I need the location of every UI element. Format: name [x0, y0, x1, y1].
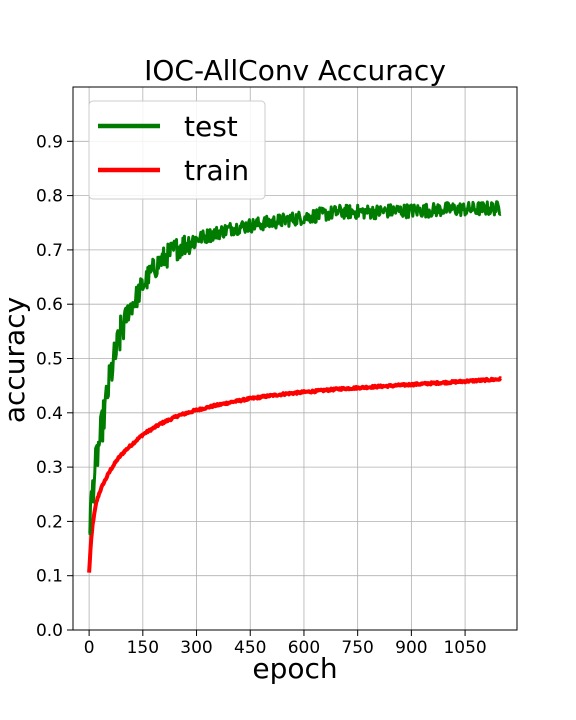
x-tick-label: 0: [84, 638, 95, 658]
x-tick-label: 300: [180, 638, 212, 658]
x-axis-label: epoch: [252, 652, 337, 685]
y-tick-label: 0.0: [36, 621, 63, 641]
x-tick-label: 150: [127, 638, 159, 658]
plot-area: 0 150 300 450 600 750 900 1050 0.00.10.20.30.40…: [36, 86, 518, 658]
legend-label-test: test: [184, 110, 238, 143]
x-tick-label: 450: [234, 638, 266, 658]
series-line-train: [87, 376, 503, 573]
y-tick-label: 0.9: [36, 132, 63, 152]
x-tick-label: 900: [395, 638, 427, 658]
x-tick-label: 600: [288, 638, 320, 658]
y-tick-label: 0.2: [36, 512, 63, 532]
y-tick-label: 0.5: [36, 350, 63, 370]
x-tick-label: 750: [341, 638, 373, 658]
legend-label-train: train: [184, 154, 249, 187]
y-ticks: 0.0 0.1 0.2 0.3 0.4 0.5 0.6 0.7 0.8 0.9: [36, 132, 73, 641]
x-ticks: 0 150 300 450 600 750 900 1050: [84, 630, 487, 658]
series-layer: [87, 200, 503, 573]
x-tick-label: 1050: [443, 638, 486, 658]
y-tick-label: 0.6: [36, 295, 63, 315]
y-tick-label: 0.8: [36, 187, 63, 207]
y-tick-label: 0.7: [36, 241, 63, 261]
grid-lines: [73, 87, 517, 631]
legend: test train: [88, 100, 266, 200]
y-tick-label: 0.1: [36, 567, 63, 587]
series-line-test: [88, 200, 502, 536]
y-axis-label: accuracy: [0, 297, 31, 423]
chart-title: IOC-AllConv Accuracy: [144, 54, 446, 87]
y-tick-label: 0.4: [36, 404, 63, 424]
y-tick-label: 0.3: [36, 458, 63, 478]
